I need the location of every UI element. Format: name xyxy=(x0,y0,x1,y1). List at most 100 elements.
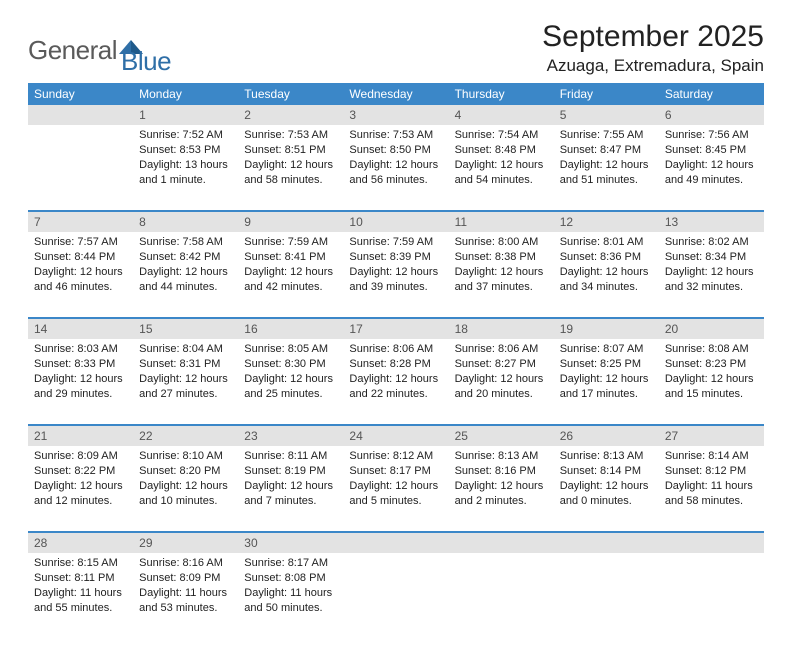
daylight-text: Daylight: 12 hours and 10 minutes. xyxy=(139,479,232,509)
day-details: Sunrise: 8:12 AMSunset: 8:17 PMDaylight:… xyxy=(343,446,448,514)
sunset-text: Sunset: 8:45 PM xyxy=(665,143,758,158)
sunset-text: Sunset: 8:17 PM xyxy=(349,464,442,479)
day-number-row: 282930 xyxy=(28,532,764,553)
day-body-cell: Sunrise: 7:53 AMSunset: 8:51 PMDaylight:… xyxy=(238,125,343,211)
day-details: Sunrise: 8:17 AMSunset: 8:08 PMDaylight:… xyxy=(238,553,343,621)
daylight-text: Daylight: 12 hours and 58 minutes. xyxy=(244,158,337,188)
daylight-text: Daylight: 12 hours and 56 minutes. xyxy=(349,158,442,188)
sunset-text: Sunset: 8:36 PM xyxy=(560,250,653,265)
sunrise-text: Sunrise: 7:52 AM xyxy=(139,128,232,143)
sunrise-text: Sunrise: 7:59 AM xyxy=(244,235,337,250)
day-body-cell: Sunrise: 8:14 AMSunset: 8:12 PMDaylight:… xyxy=(659,446,764,532)
day-body-cell: Sunrise: 7:55 AMSunset: 8:47 PMDaylight:… xyxy=(554,125,659,211)
day-number-cell: 3 xyxy=(343,105,448,125)
sunset-text: Sunset: 8:41 PM xyxy=(244,250,337,265)
sunrise-text: Sunrise: 8:03 AM xyxy=(34,342,127,357)
sunrise-text: Sunrise: 7:58 AM xyxy=(139,235,232,250)
page-title: September 2025 xyxy=(542,20,764,54)
day-body-cell: Sunrise: 8:09 AMSunset: 8:22 PMDaylight:… xyxy=(28,446,133,532)
day-details: Sunrise: 8:08 AMSunset: 8:23 PMDaylight:… xyxy=(659,339,764,407)
day-number-cell xyxy=(554,532,659,553)
sunrise-text: Sunrise: 7:56 AM xyxy=(665,128,758,143)
sunset-text: Sunset: 8:34 PM xyxy=(665,250,758,265)
weekday-header: Wednesday xyxy=(343,83,448,105)
sunrise-text: Sunrise: 8:06 AM xyxy=(455,342,548,357)
weekday-header: Friday xyxy=(554,83,659,105)
day-number-cell: 25 xyxy=(449,425,554,446)
day-details: Sunrise: 8:04 AMSunset: 8:31 PMDaylight:… xyxy=(133,339,238,407)
day-details: Sunrise: 8:13 AMSunset: 8:16 PMDaylight:… xyxy=(449,446,554,514)
sunrise-text: Sunrise: 8:07 AM xyxy=(560,342,653,357)
day-body-cell: Sunrise: 7:56 AMSunset: 8:45 PMDaylight:… xyxy=(659,125,764,211)
daylight-text: Daylight: 12 hours and 7 minutes. xyxy=(244,479,337,509)
sunset-text: Sunset: 8:08 PM xyxy=(244,571,337,586)
sunrise-text: Sunrise: 8:02 AM xyxy=(665,235,758,250)
sunrise-text: Sunrise: 8:01 AM xyxy=(560,235,653,250)
day-body-cell: Sunrise: 8:06 AMSunset: 8:28 PMDaylight:… xyxy=(343,339,448,425)
day-body-cell: Sunrise: 8:08 AMSunset: 8:23 PMDaylight:… xyxy=(659,339,764,425)
day-number-cell xyxy=(659,532,764,553)
day-body-cell: Sunrise: 8:13 AMSunset: 8:16 PMDaylight:… xyxy=(449,446,554,532)
sunrise-text: Sunrise: 8:13 AM xyxy=(560,449,653,464)
day-body-cell: Sunrise: 8:03 AMSunset: 8:33 PMDaylight:… xyxy=(28,339,133,425)
day-body-cell: Sunrise: 7:59 AMSunset: 8:41 PMDaylight:… xyxy=(238,232,343,318)
day-body-cell: Sunrise: 7:53 AMSunset: 8:50 PMDaylight:… xyxy=(343,125,448,211)
daylight-text: Daylight: 13 hours and 1 minute. xyxy=(139,158,232,188)
day-body-row: Sunrise: 8:03 AMSunset: 8:33 PMDaylight:… xyxy=(28,339,764,425)
day-body-row: Sunrise: 8:09 AMSunset: 8:22 PM Daylight:… xyxy=(28,446,764,532)
day-number-cell: 29 xyxy=(133,532,238,553)
day-number-cell xyxy=(343,532,448,553)
daylight-text: Daylight: 12 hours and 42 minutes. xyxy=(244,265,337,295)
day-details: Sunrise: 7:57 AMSunset: 8:44 PMDaylight:… xyxy=(28,232,133,300)
day-body-cell xyxy=(659,553,764,639)
sunset-text: Sunset: 8:20 PM xyxy=(139,464,232,479)
title-block: September 2025 Azuaga, Extremadura, Spai… xyxy=(542,20,764,76)
daylight-text: Daylight: 12 hours and 29 minutes. xyxy=(34,372,127,402)
day-number-cell: 5 xyxy=(554,105,659,125)
sunrise-text: Sunrise: 7:55 AM xyxy=(560,128,653,143)
day-number-row: 21222324252627 xyxy=(28,425,764,446)
day-body-cell: Sunrise: 7:54 AMSunset: 8:48 PMDaylight:… xyxy=(449,125,554,211)
day-number-cell: 15 xyxy=(133,318,238,339)
sunset-text: Sunset: 8:47 PM xyxy=(560,143,653,158)
day-number-row: 123456 xyxy=(28,105,764,125)
day-number-cell: 11 xyxy=(449,211,554,232)
daylight-text: Daylight: 11 hours and 53 minutes. xyxy=(139,586,232,616)
day-body-row: Sunrise: 7:52 AMSunset: 8:53 PMDaylight:… xyxy=(28,125,764,211)
weekday-header-row: Sunday Monday Tuesday Wednesday Thursday… xyxy=(28,83,764,105)
daylight-text: Daylight: 12 hours and 0 minutes. xyxy=(560,479,653,509)
daylight-text: Daylight: 12 hours and 25 minutes. xyxy=(244,372,337,402)
daylight-text: Daylight: 12 hours and 44 minutes. xyxy=(139,265,232,295)
day-body-cell: Sunrise: 7:58 AMSunset: 8:42 PMDaylight:… xyxy=(133,232,238,318)
location-label: Azuaga, Extremadura, Spain xyxy=(542,56,764,76)
day-body-cell: Sunrise: 8:07 AMSunset: 8:25 PMDaylight:… xyxy=(554,339,659,425)
day-body-cell: Sunrise: 8:00 AMSunset: 8:38 PMDaylight:… xyxy=(449,232,554,318)
day-number-cell: 9 xyxy=(238,211,343,232)
sunrise-text: Sunrise: 8:12 AM xyxy=(349,449,442,464)
day-number-cell: 2 xyxy=(238,105,343,125)
daylight-text: Daylight: 11 hours and 50 minutes. xyxy=(244,586,337,616)
sunset-text: Sunset: 8:22 PM xyxy=(34,464,127,479)
day-number-cell: 13 xyxy=(659,211,764,232)
sunrise-text: Sunrise: 8:08 AM xyxy=(665,342,758,357)
day-number-cell: 30 xyxy=(238,532,343,553)
day-number-row: 78910111213 xyxy=(28,211,764,232)
day-number-cell: 24 xyxy=(343,425,448,446)
day-details: Sunrise: 8:01 AMSunset: 8:36 PMDaylight:… xyxy=(554,232,659,300)
sunset-text: Sunset: 8:53 PM xyxy=(139,143,232,158)
day-body-cell: Sunrise: 8:01 AMSunset: 8:36 PMDaylight:… xyxy=(554,232,659,318)
daylight-text: Daylight: 12 hours and 54 minutes. xyxy=(455,158,548,188)
weekday-header: Tuesday xyxy=(238,83,343,105)
weekday-header: Sunday xyxy=(28,83,133,105)
sunrise-text: Sunrise: 8:10 AM xyxy=(139,449,232,464)
sunset-text: Sunset: 8:30 PM xyxy=(244,357,337,372)
daylight-text: Daylight: 12 hours and 34 minutes. xyxy=(560,265,653,295)
day-details: Sunrise: 7:54 AMSunset: 8:48 PMDaylight:… xyxy=(449,125,554,193)
day-number-cell: 6 xyxy=(659,105,764,125)
sunrise-text: Sunrise: 8:09 AM xyxy=(34,449,127,464)
daylight-text: Daylight: 12 hours and 27 minutes. xyxy=(139,372,232,402)
day-body-row: Sunrise: 8:15 AMSunset: 8:11 PMDaylight:… xyxy=(28,553,764,639)
day-number-cell: 14 xyxy=(28,318,133,339)
logo-text-1: General xyxy=(28,35,117,66)
day-body-cell xyxy=(343,553,448,639)
